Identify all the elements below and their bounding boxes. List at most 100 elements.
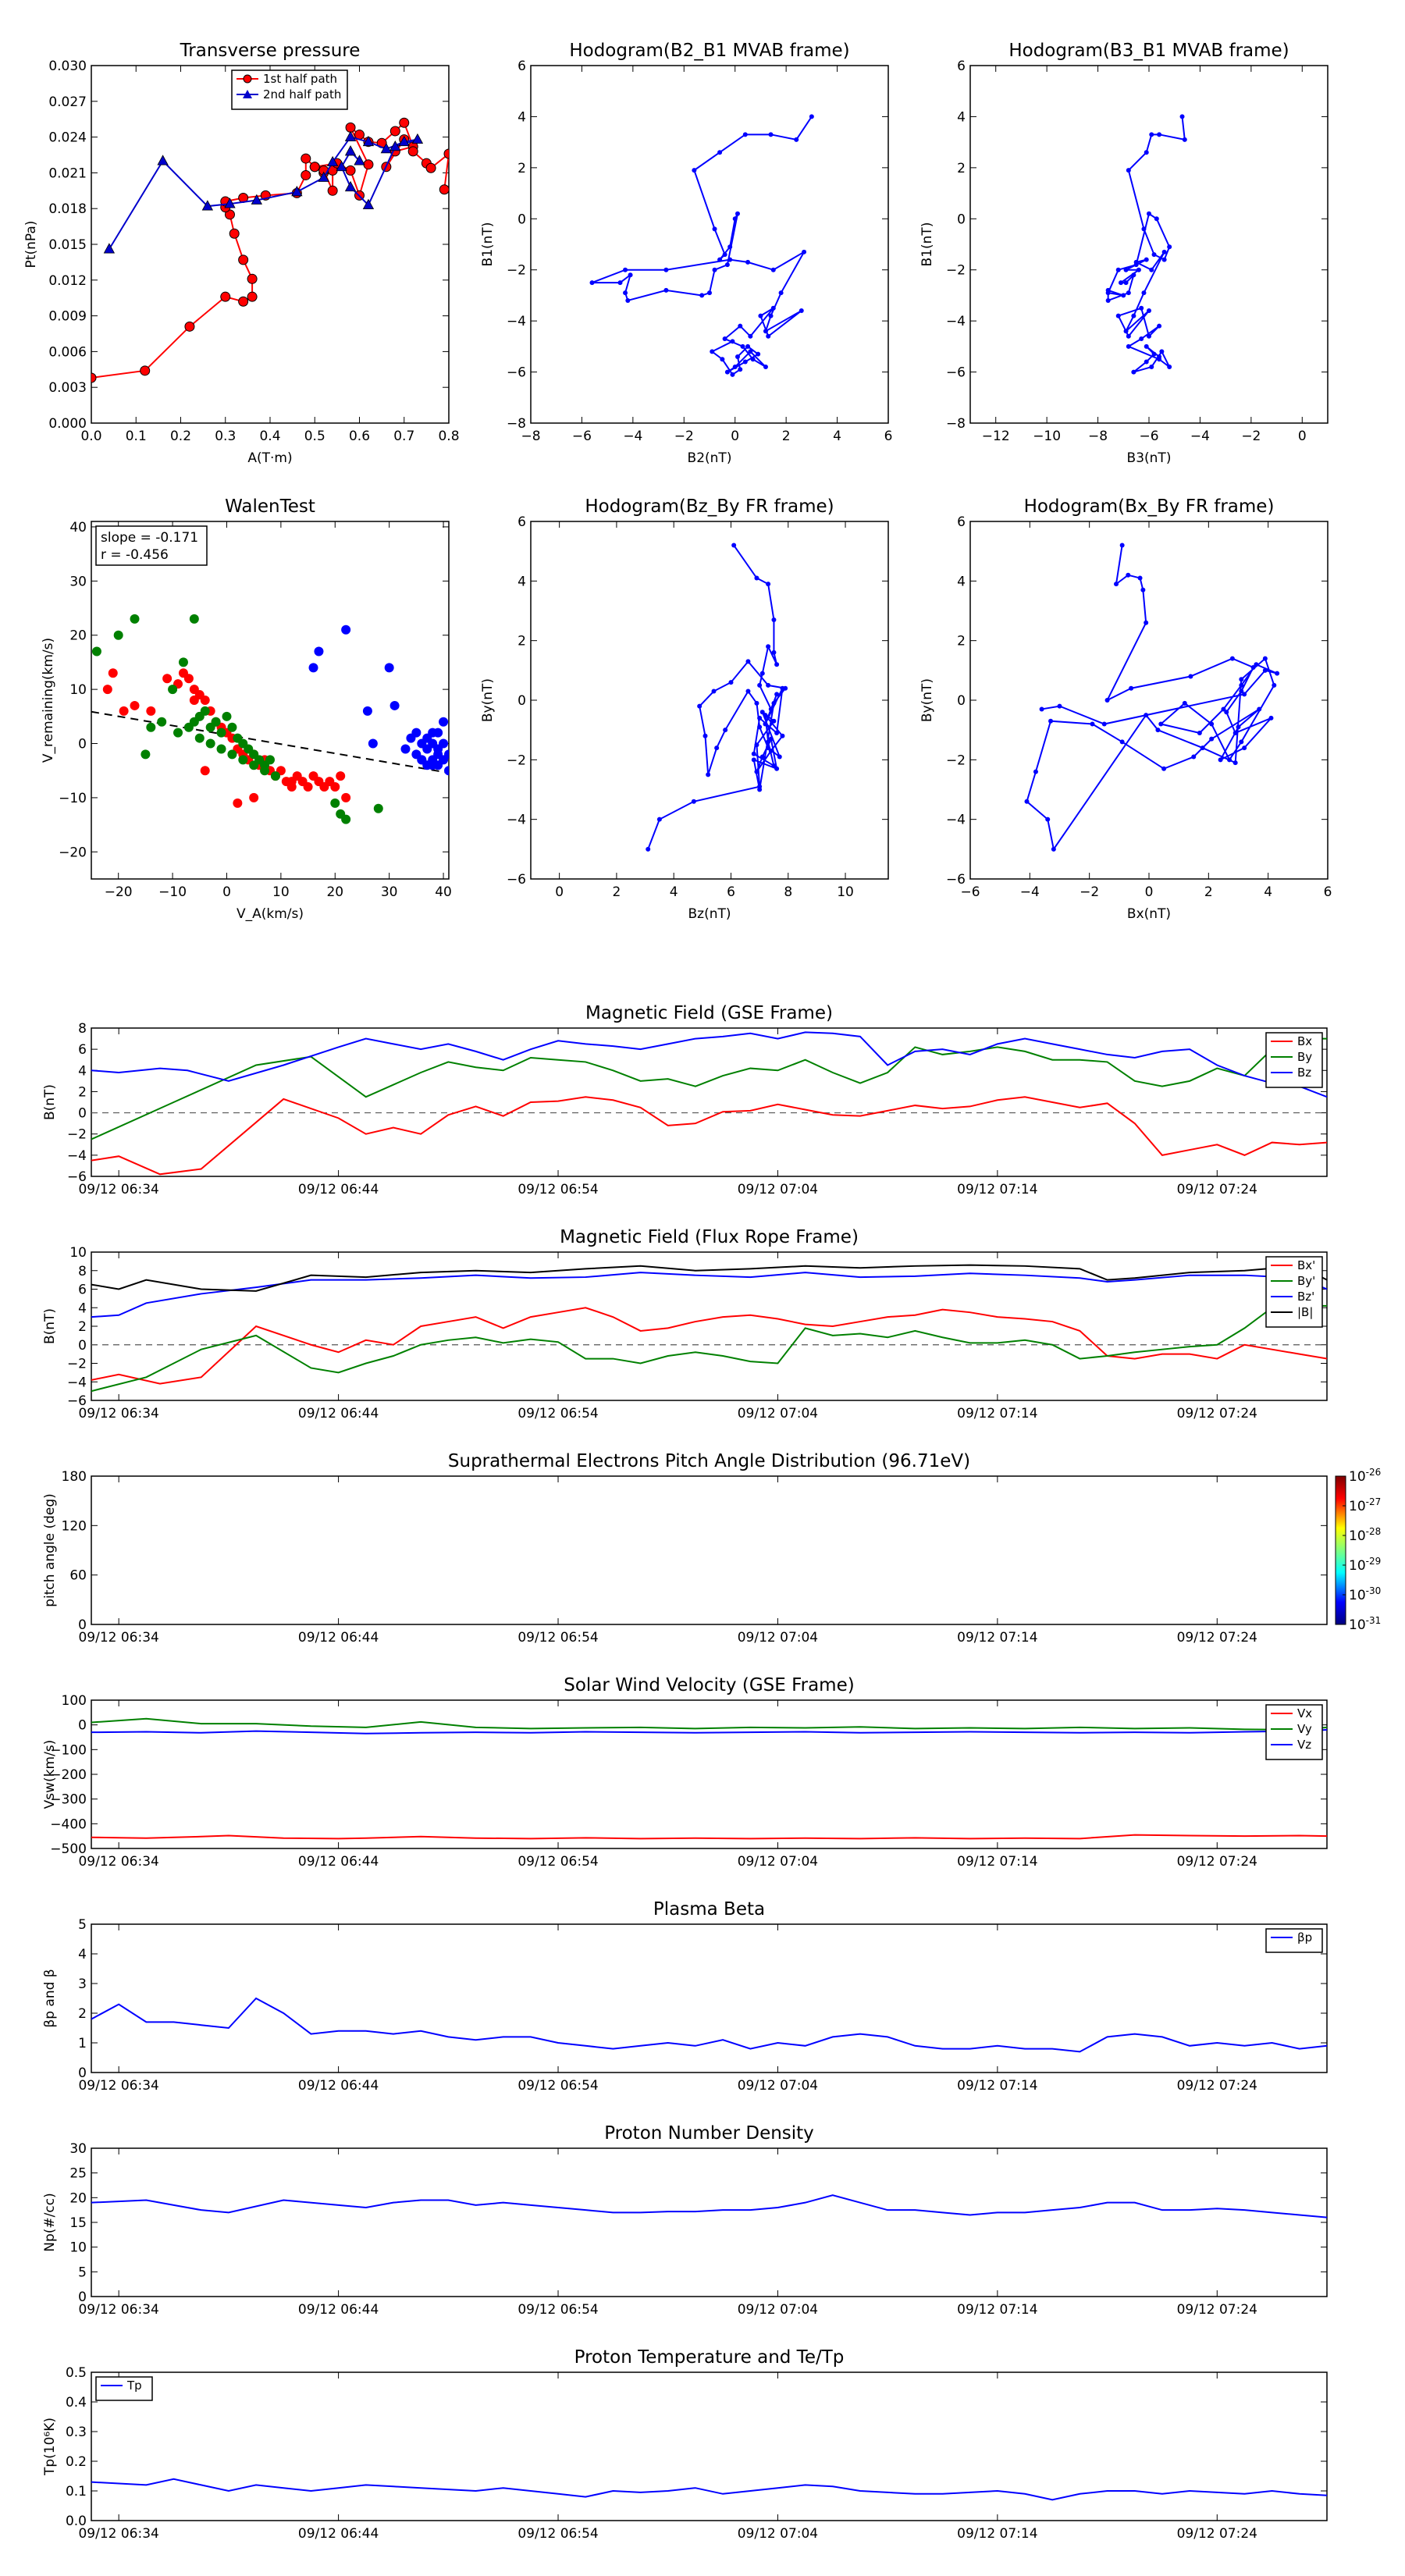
y-tick-label: −8 — [507, 416, 526, 432]
x-tick-label: −4 — [623, 429, 642, 444]
series-line-By' — [91, 1304, 1327, 1393]
data-point — [757, 724, 763, 730]
x-tick-label: 09/12 07:24 — [1177, 1182, 1257, 1197]
x-tick-label: −12 — [982, 429, 1010, 444]
data-point — [783, 685, 788, 691]
data-point — [344, 145, 357, 156]
y-tick-label: 100 — [62, 1693, 87, 1709]
data-point — [1239, 688, 1244, 694]
x-tick-label: 4 — [1264, 884, 1272, 900]
y-axis-label: B1(nT) — [919, 222, 935, 267]
x-tick-label: 09/12 06:34 — [78, 1630, 158, 1646]
data-point — [1051, 846, 1056, 852]
y-tick-label: −6 — [67, 1393, 87, 1409]
data-point — [751, 757, 756, 763]
data-point — [1209, 721, 1215, 727]
data-point — [766, 745, 771, 751]
annotation-text: r = -0.456 — [101, 547, 169, 563]
x-axis-label: A(T·m) — [247, 450, 292, 466]
legend-entry: Vy — [1297, 1722, 1312, 1736]
data-point — [91, 646, 101, 656]
x-tick-label: 09/12 06:54 — [518, 1406, 598, 1421]
x-tick-label: 09/12 07:24 — [1177, 1406, 1257, 1421]
y-tick-label: −6 — [946, 365, 966, 381]
x-tick-label: 10 — [837, 884, 854, 900]
series-line-Vx — [91, 1834, 1327, 1840]
data-point — [646, 846, 651, 852]
data-point — [238, 755, 248, 765]
data-point — [754, 769, 759, 774]
data-point — [439, 184, 449, 195]
data-point — [205, 738, 215, 749]
x-tick-label: 09/12 06:44 — [298, 1406, 379, 1421]
y-tick-label: −100 — [50, 1742, 87, 1758]
plot-area — [91, 1997, 1327, 2053]
data-point — [1242, 692, 1247, 697]
data-point — [229, 228, 240, 239]
y-tick-label: −2 — [946, 263, 966, 279]
data-point — [759, 754, 765, 760]
legend-box — [1265, 1256, 1323, 1328]
plot-frame — [91, 2371, 1328, 2521]
fit-line — [91, 710, 449, 774]
y-tick-label: 0 — [518, 212, 526, 227]
data-point — [1144, 713, 1149, 718]
data-point — [1139, 336, 1144, 342]
y-tick-label: 0.4 — [66, 2395, 87, 2411]
data-point — [341, 814, 351, 824]
series-line-0 — [91, 2194, 1327, 2218]
data-point — [216, 744, 226, 754]
data-point — [425, 162, 436, 173]
data-point — [802, 249, 807, 254]
data-point — [722, 336, 727, 342]
data-point — [710, 349, 715, 354]
data-point — [1209, 736, 1215, 742]
series-line-0 — [1026, 545, 1278, 852]
data-point — [336, 160, 347, 172]
data-point — [720, 357, 725, 362]
y-tick-label: 4 — [957, 574, 966, 589]
chart-title: Hodogram(B3_B1 MVAB frame) — [1008, 41, 1289, 61]
y-tick-label: 0.006 — [48, 344, 87, 360]
data-point — [189, 717, 199, 727]
x-tick-label: 09/12 07:14 — [957, 2302, 1037, 2318]
series-line-0 — [1107, 116, 1186, 373]
data-point — [702, 733, 708, 738]
data-point — [178, 657, 188, 667]
x-tick-label: 6 — [727, 884, 735, 900]
data-point — [731, 543, 737, 548]
data-point — [1159, 349, 1165, 354]
proton_density-chart: Proton Number Density 09/12 06:34 09/12 06… — [42, 2123, 1328, 2318]
data-point — [384, 663, 394, 673]
y-tick-label: 8 — [78, 1021, 87, 1037]
data-point — [200, 766, 210, 776]
data-point — [1167, 244, 1172, 250]
x-tick-label: 2 — [1204, 884, 1213, 900]
data-point — [146, 706, 156, 716]
data-point — [189, 614, 199, 624]
y-axis-label: By(nT) — [919, 678, 935, 722]
data-point — [1123, 267, 1129, 272]
data-point — [173, 728, 183, 738]
data-point — [433, 728, 443, 738]
x-tick-label: 0 — [731, 429, 739, 444]
data-point — [301, 153, 311, 164]
plot-area — [91, 117, 449, 383]
data-point — [1157, 323, 1162, 329]
data-point — [1151, 351, 1157, 357]
legend-entry: Vx — [1297, 1706, 1312, 1720]
data-point — [1250, 665, 1256, 671]
data-point — [1236, 724, 1241, 730]
x-tick-label: 09/12 06:44 — [298, 2302, 379, 2318]
y-tick-label: −8 — [946, 416, 966, 432]
data-point — [656, 817, 662, 822]
data-point — [1139, 305, 1144, 311]
data-point — [1057, 703, 1062, 709]
data-point — [1275, 671, 1280, 676]
data-point — [1161, 766, 1167, 771]
y-tick-label: 6 — [957, 514, 966, 530]
x-tick-label: 09/12 07:04 — [738, 2526, 818, 2542]
data-point — [1119, 543, 1125, 548]
